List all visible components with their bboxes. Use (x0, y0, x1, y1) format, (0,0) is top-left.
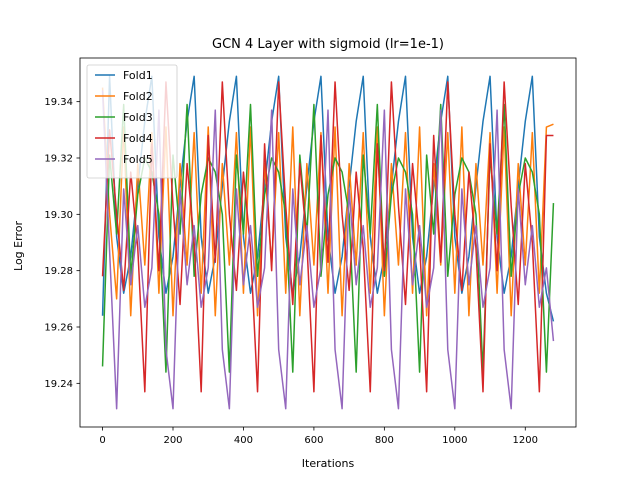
legend-label-fold2: Fold2 (123, 90, 153, 103)
x-tick-label: 400 (234, 435, 253, 446)
y-tick-label: 19.30 (44, 210, 73, 221)
x-tick-label: 1000 (442, 435, 467, 446)
legend-label-fold5: Fold5 (123, 153, 153, 166)
x-tick-label: 0 (99, 435, 105, 446)
y-axis-ticks: 19.24 19.26 19.28 19.30 19.32 19.34 (44, 97, 80, 390)
y-axis-title: Log Error (12, 221, 25, 271)
y-tick-label: 19.32 (44, 153, 73, 164)
x-axis-ticks: 0 200 400 600 800 1000 1200 (99, 427, 538, 446)
y-tick-label: 19.26 (44, 323, 73, 334)
series-line-fold3 (101, 103, 555, 373)
x-tick-label: 800 (375, 435, 394, 446)
series-line-fold5 (101, 90, 555, 410)
x-axis-title: Iterations (302, 457, 355, 470)
y-tick-label: 19.24 (44, 379, 73, 390)
plot-lines (101, 75, 555, 410)
y-tick-label: 19.28 (44, 266, 73, 277)
plot-frame (79, 57, 577, 428)
x-tick-label: 1200 (513, 435, 538, 446)
legend-label-fold4: Fold4 (123, 132, 153, 145)
legend-box (86, 64, 178, 179)
x-tick-label: 200 (163, 435, 182, 446)
legend: Fold1 Fold2 Fold3 Fold4 Fold5 (86, 64, 178, 179)
x-tick-label: 600 (304, 435, 323, 446)
legend-label-fold1: Fold1 (123, 69, 153, 82)
y-tick-label: 19.34 (44, 97, 73, 108)
legend-label-fold3: Fold3 (123, 111, 153, 124)
chart-title: GCN 4 Layer with sigmoid (lr=1e-1) (212, 37, 444, 52)
